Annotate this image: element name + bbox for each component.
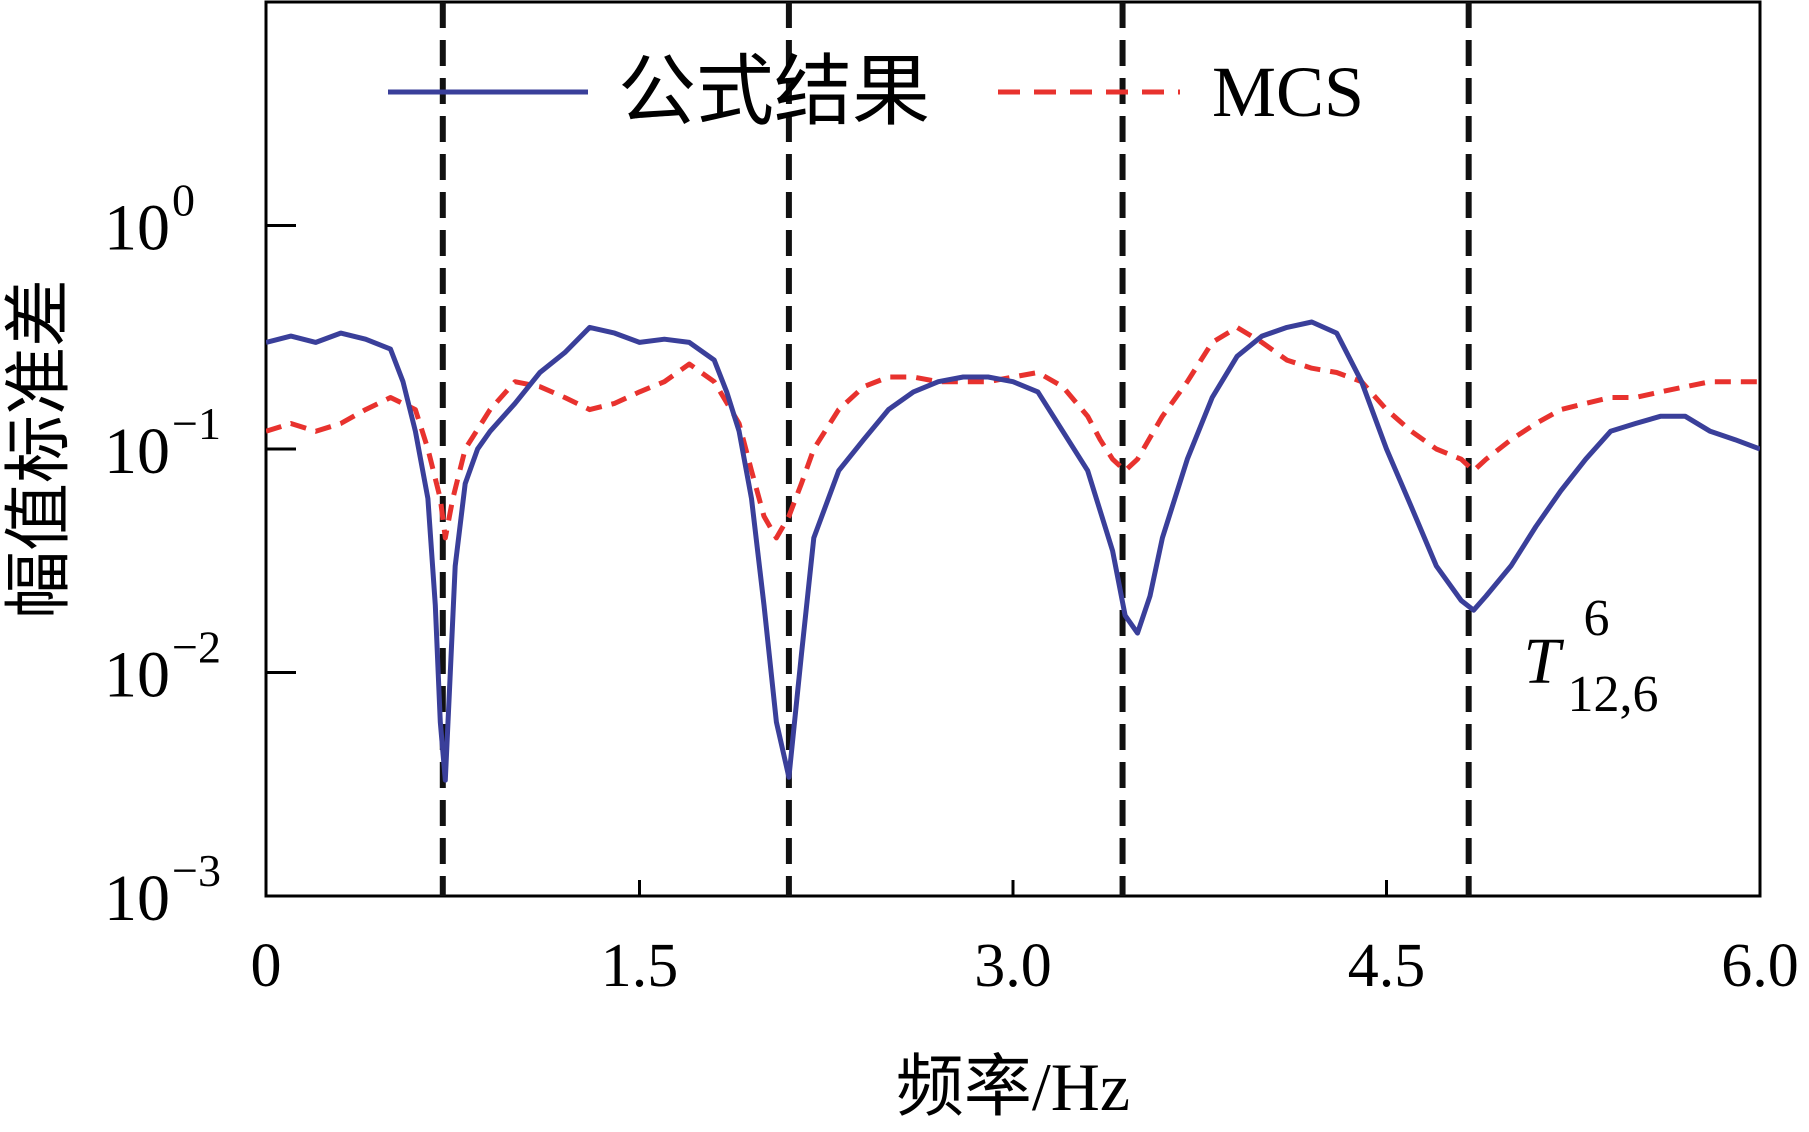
y-axis-label: 幅值标准差 bbox=[1, 279, 77, 619]
y-tick-label-2: 10 bbox=[104, 639, 170, 712]
annotation-t12-6: T 6 12,6 bbox=[1523, 590, 1658, 723]
y-tick-label-1: 10 bbox=[104, 415, 170, 488]
legend-label-mcs: MCS bbox=[1212, 52, 1364, 132]
x-tick-label-4: 6.0 bbox=[1721, 932, 1799, 1000]
x-tick-label-1: 1.5 bbox=[601, 932, 679, 1000]
plot-frame bbox=[264, 0, 1762, 898]
y-tick-label-0: 10 bbox=[104, 192, 170, 265]
y-tick-exponent-0: 0 bbox=[172, 175, 195, 226]
x-axis-label: 频率/Hz bbox=[896, 1049, 1130, 1125]
series-line-mcs bbox=[266, 324, 1760, 541]
annotation-base: T bbox=[1523, 625, 1564, 698]
annotation-subscript: 12,6 bbox=[1567, 666, 1658, 723]
legend-label-formula: 公式结果 bbox=[618, 48, 930, 135]
vertical-reference-lines bbox=[439, 2, 1472, 896]
x-tick-label-3: 4.5 bbox=[1348, 932, 1426, 1000]
x-tick-label-0: 0 bbox=[251, 932, 282, 1000]
y-tick-exponent-2: −2 bbox=[172, 622, 221, 673]
y-tick-exponent-1: −1 bbox=[172, 398, 221, 449]
x-tick-label-2: 3.0 bbox=[974, 932, 1052, 1000]
x-axis: 0 1.5 3.0 4.5 6.0 bbox=[251, 880, 1799, 1000]
series-line-formula bbox=[266, 319, 1760, 783]
y-tick-exponent-3: −3 bbox=[172, 845, 221, 896]
series-layer bbox=[266, 319, 1760, 783]
y-tick-label-3: 10 bbox=[104, 862, 170, 935]
annotation-superscript: 6 bbox=[1583, 590, 1609, 647]
legend: 公式结果 MCS bbox=[388, 48, 1364, 135]
